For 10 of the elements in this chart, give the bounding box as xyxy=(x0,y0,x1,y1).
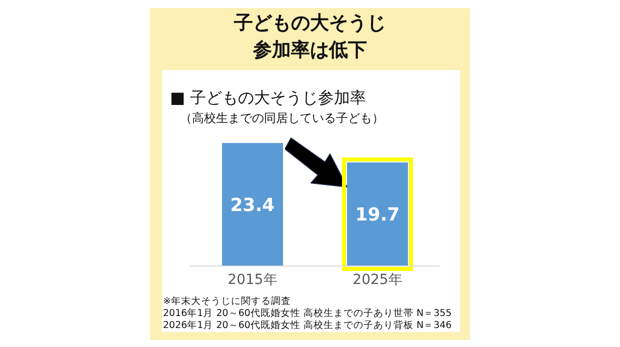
x-tick-label: 2015年 xyxy=(228,272,278,288)
x-tick-label: 2025年 xyxy=(352,272,402,288)
data-label: 23.4 xyxy=(230,194,275,216)
text: ※年末大そうじに関する調査 xyxy=(163,296,292,308)
text: 2016年1月 20～60代既婚女性 高校生までの子あり世帯 N＝355 xyxy=(163,308,453,320)
chart-title: 子どもの大そうじ参加率は低下 xyxy=(233,11,387,63)
text: （高校生までの同居している子ども） xyxy=(179,110,385,127)
text: 2026年1月 20～60代既婚女性 高校生までの子あり背板 N＝346 xyxy=(163,320,453,332)
chart-subtitle: ■ 子どもの大そうじ参加率 xyxy=(170,87,368,109)
data-label: 19.7 xyxy=(355,204,400,226)
